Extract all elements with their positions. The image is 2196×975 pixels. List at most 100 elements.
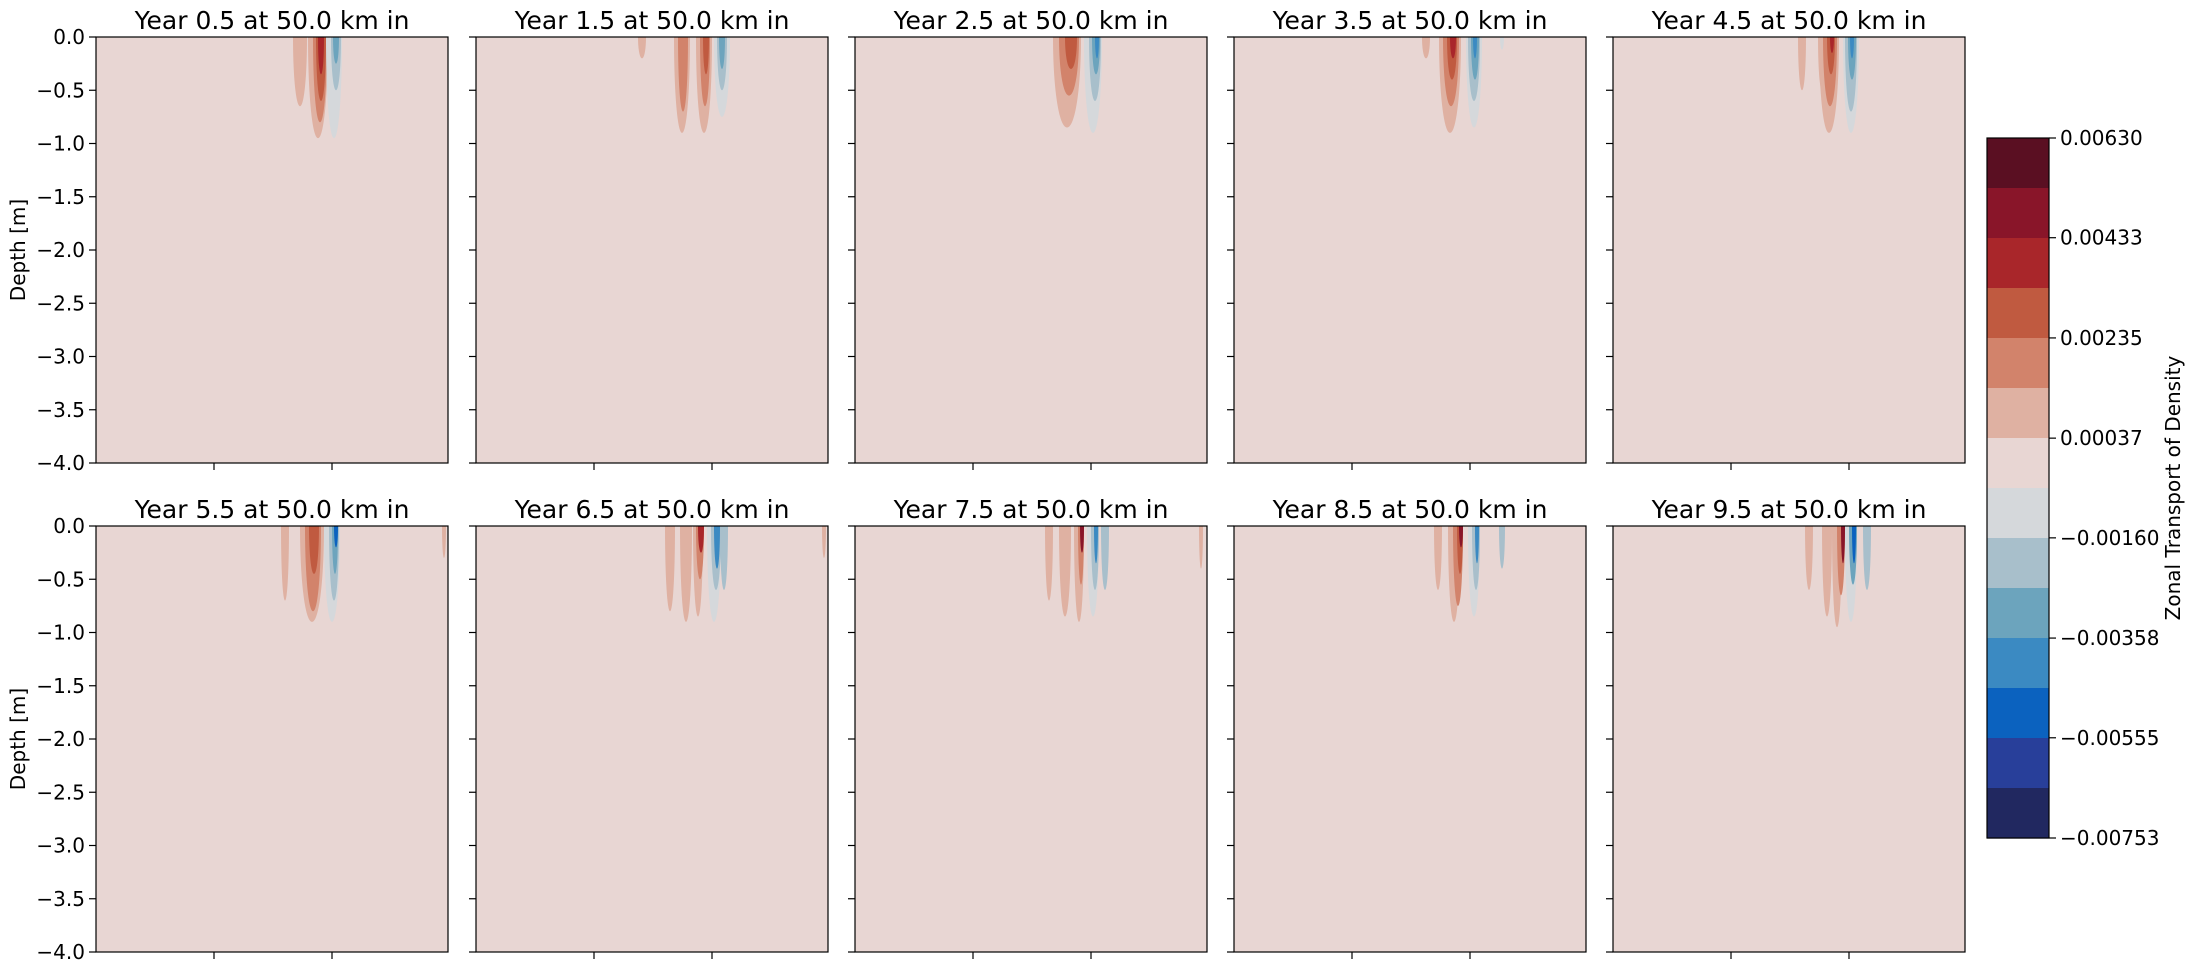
contour-region bbox=[1830, 37, 1834, 53]
y-tick-label: −1.0 bbox=[36, 132, 85, 156]
contour-region bbox=[1459, 526, 1463, 548]
panel-title: Year 0.5 at 50.0 km in bbox=[134, 6, 410, 35]
colorbar-level bbox=[1987, 588, 2049, 639]
colorbar-tick-label: 0.00433 bbox=[2060, 226, 2143, 250]
colorbar-level bbox=[1987, 438, 2049, 489]
panel-background bbox=[1613, 526, 1965, 952]
contour-region bbox=[1101, 526, 1109, 590]
panel-5: Year 4.5 at 50.0 km in bbox=[1606, 6, 1966, 470]
colorbar-tick-label: −0.00555 bbox=[2060, 726, 2159, 750]
y-tick-label: −3.5 bbox=[36, 887, 85, 911]
colorbar-tick-label: 0.00235 bbox=[2060, 326, 2143, 350]
panel-3: Year 2.5 at 50.0 km in bbox=[848, 6, 1208, 470]
panel-title: Year 4.5 at 50.0 km in bbox=[1651, 6, 1927, 35]
contour-region bbox=[1475, 526, 1479, 564]
contour-region bbox=[1798, 37, 1806, 91]
panel-6: Year 5.5 at 50.0 km in 0.0 −0.5 −1.0 −1.5 −2.… bbox=[6, 495, 449, 964]
y-tick-label: −2.0 bbox=[36, 238, 85, 262]
contour-region bbox=[1059, 526, 1071, 617]
panel-background bbox=[1234, 37, 1586, 463]
y-tick-label: 0.0 bbox=[53, 25, 85, 49]
panel-8: Year 7.5 at 50.0 km in bbox=[848, 495, 1208, 959]
contour-region bbox=[1434, 526, 1442, 590]
panel-title: Year 7.5 at 50.0 km in bbox=[893, 495, 1169, 524]
colorbar-frame bbox=[1986, 137, 2050, 839]
contour-region bbox=[1422, 37, 1430, 59]
colorbar-level bbox=[1987, 688, 2049, 739]
contour-region bbox=[680, 526, 692, 622]
contour-region bbox=[719, 37, 725, 69]
contour-region bbox=[1805, 526, 1813, 590]
contour-region bbox=[1852, 526, 1856, 564]
contour-region bbox=[1080, 526, 1084, 553]
contour-region bbox=[1863, 526, 1871, 590]
colorbar-tick-label: 0.00037 bbox=[2060, 426, 2143, 450]
y-tick-label: −1.5 bbox=[36, 185, 85, 209]
colorbar-level bbox=[1987, 738, 2049, 789]
panel-background bbox=[855, 37, 1207, 463]
contour-region bbox=[318, 37, 324, 75]
panel-7: Year 6.5 at 50.0 km in bbox=[469, 495, 829, 959]
contour-region bbox=[678, 37, 688, 112]
contour-region bbox=[665, 526, 675, 612]
panel-1: Year 0.5 at 50.0 km in 0.0 −0.5 −1.0 −1.5 −2.… bbox=[6, 6, 449, 475]
y-tick-label: −1.5 bbox=[36, 674, 85, 698]
contour-region bbox=[1500, 37, 1504, 50]
panel-title: Year 8.5 at 50.0 km in bbox=[1272, 495, 1548, 524]
contour-region bbox=[1094, 526, 1098, 564]
colorbar-level bbox=[1987, 638, 2049, 689]
panel-title: Year 5.5 at 50.0 km in bbox=[134, 495, 410, 524]
y-tick-label: −0.5 bbox=[36, 78, 85, 102]
contour-region bbox=[822, 526, 826, 558]
panels: Year 0.5 at 50.0 km in 0.0 −0.5 −1.0 −1.5 −2.… bbox=[6, 6, 1966, 964]
colorbar-level bbox=[1987, 238, 2049, 289]
panel-background bbox=[96, 37, 448, 463]
contour-region bbox=[1473, 37, 1477, 59]
panel-title: Year 9.5 at 50.0 km in bbox=[1651, 495, 1927, 524]
y-tick-label: 0.0 bbox=[53, 514, 85, 538]
panel-background bbox=[476, 526, 828, 952]
y-tick-label: −3.0 bbox=[36, 834, 85, 858]
y-tick-label: −4.0 bbox=[36, 940, 85, 964]
panel-title: Year 3.5 at 50.0 km in bbox=[1272, 6, 1548, 35]
y-tick-label: −4.0 bbox=[36, 451, 85, 475]
contour-region bbox=[309, 526, 319, 574]
contour-region bbox=[1499, 526, 1505, 569]
contour-region bbox=[720, 526, 728, 590]
y-tick-label: −2.5 bbox=[36, 291, 85, 315]
contour-region bbox=[1841, 526, 1845, 564]
colorbar-level bbox=[1987, 538, 2049, 589]
colorbar-tick-label: −0.00753 bbox=[2060, 826, 2159, 850]
contour-region bbox=[1822, 526, 1832, 617]
panel-title: Year 6.5 at 50.0 km in bbox=[514, 495, 790, 524]
panel-background bbox=[96, 526, 448, 952]
contour-region bbox=[1850, 37, 1854, 59]
colorbar-level bbox=[1987, 138, 2049, 189]
y-tick-label: −2.5 bbox=[36, 780, 85, 804]
contour-region bbox=[293, 37, 307, 107]
colorbar-tick-label: −0.00358 bbox=[2060, 626, 2159, 650]
contour-region bbox=[1450, 37, 1456, 59]
colorbar-level bbox=[1987, 188, 2049, 239]
contour-region bbox=[703, 37, 709, 75]
contour-region bbox=[333, 37, 339, 64]
y-tick-label: −0.5 bbox=[36, 567, 85, 591]
panel-background bbox=[1613, 37, 1965, 463]
panel-background bbox=[476, 37, 828, 463]
y-axis-label: Depth [m] bbox=[6, 688, 30, 790]
contour-region bbox=[1199, 526, 1203, 569]
panel-title: Year 2.5 at 50.0 km in bbox=[893, 6, 1169, 35]
colorbar-label: Zonal Transport of Density bbox=[2161, 356, 2185, 621]
panel-10: Year 9.5 at 50.0 km in bbox=[1606, 495, 1966, 959]
panel-9: Year 8.5 at 50.0 km in bbox=[1227, 495, 1587, 959]
colorbar-level bbox=[1987, 788, 2049, 839]
contour-region bbox=[1095, 37, 1099, 59]
colorbar-level bbox=[1987, 488, 2049, 539]
panel-4: Year 3.5 at 50.0 km in bbox=[1227, 6, 1587, 470]
colorbar-level bbox=[1987, 388, 2049, 439]
contour-region bbox=[638, 37, 646, 59]
y-tick-label: −3.5 bbox=[36, 398, 85, 422]
contour-region bbox=[1045, 526, 1053, 601]
y-tick-label: −3.0 bbox=[36, 345, 85, 369]
